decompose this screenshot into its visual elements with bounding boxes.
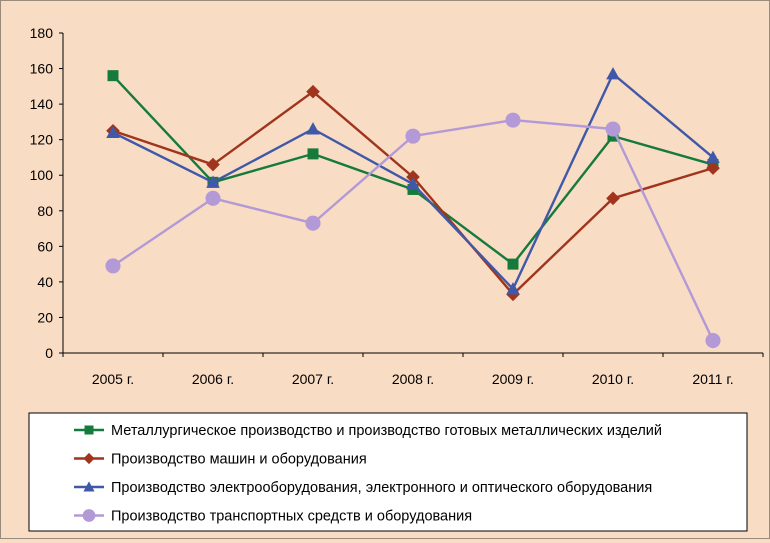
data-point (706, 161, 720, 175)
legend-item: Производство транспортных средств и обор… (74, 509, 472, 525)
data-point (506, 282, 520, 295)
legend-marker (82, 509, 96, 522)
data-point (505, 112, 521, 128)
legend-marker (83, 481, 95, 492)
x-tick-label: 2008 г. (392, 371, 434, 387)
y-tick-label: 0 (45, 345, 53, 361)
legend-label: Производство транспортных средств и обор… (111, 509, 472, 525)
series-line (112, 74, 714, 266)
data-point (106, 125, 120, 139)
y-tick-label: 40 (37, 274, 53, 290)
series-line (112, 118, 715, 342)
y-tick-label: 180 (30, 25, 54, 41)
data-point (507, 258, 519, 270)
data-point (205, 190, 221, 206)
x-tick-label: 2010 г. (592, 371, 634, 387)
data-point (105, 258, 121, 274)
series-layer (105, 67, 721, 349)
series-1 (107, 70, 719, 270)
data-point (206, 175, 220, 188)
data-point (606, 67, 620, 80)
x-tick-label: 2007 г. (292, 371, 334, 387)
y-tick-label: 160 (30, 61, 54, 77)
data-point (706, 150, 720, 163)
legend-item: Производство электрооборудования, электр… (74, 480, 652, 496)
legend-label: Производство электрооборудования, электр… (111, 480, 652, 496)
data-point (306, 122, 320, 135)
x-tick-label: 2011 г. (692, 371, 733, 387)
legend-box (28, 412, 748, 532)
x-tick-label: 2009 г. (492, 371, 534, 387)
data-point (305, 215, 321, 231)
y-tick-label: 140 (30, 96, 54, 112)
x-tick-label: 2006 г. (192, 371, 234, 387)
x-tick-label: 2005 г. (92, 371, 134, 387)
legend-marker (83, 452, 95, 465)
data-point (406, 177, 420, 190)
y-tick-label: 80 (37, 203, 53, 219)
y-tick-label: 60 (37, 238, 53, 254)
data-point (306, 84, 320, 99)
data-point (206, 157, 220, 172)
y-tick-label: 120 (30, 132, 54, 148)
data-point (405, 128, 421, 144)
data-point (606, 191, 620, 206)
legend: Металлургическое производство и производ… (28, 412, 748, 532)
legend-label: Производство машин и оборудования (111, 452, 367, 468)
data-point (406, 170, 420, 184)
axes: 0 20 40 60 80 100 120 140 160 180 2005 г. 2006 г. 20… (30, 25, 764, 387)
data-point (605, 121, 621, 137)
legend-marker (84, 425, 94, 435)
series-4 (105, 112, 721, 349)
legend-label: Металлургическое производство и производ… (111, 423, 662, 439)
data-point (705, 333, 721, 349)
y-tick-label: 20 (37, 309, 53, 325)
data-point (307, 148, 319, 160)
y-tick-label: 100 (30, 167, 54, 183)
legend-item: Производство машин и оборудования (74, 452, 367, 468)
series-3 (106, 67, 720, 295)
legend-item: Металлургическое производство и производ… (74, 423, 662, 439)
data-point (107, 70, 119, 82)
